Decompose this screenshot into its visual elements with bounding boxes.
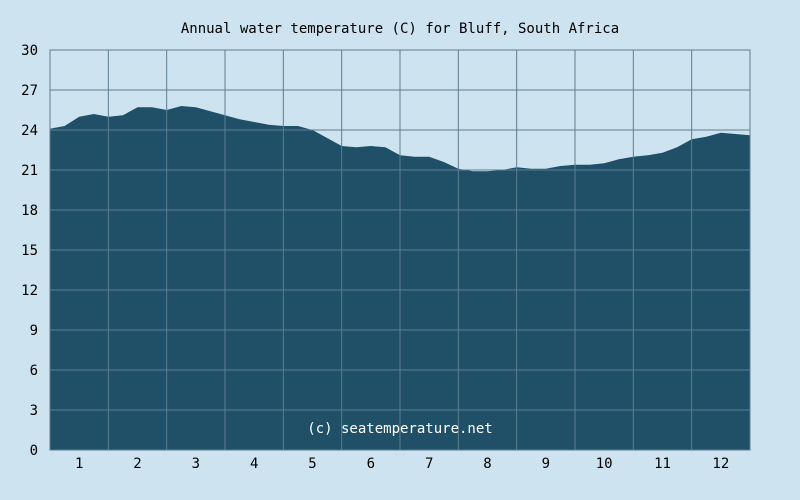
x-tick-label: 7 <box>425 456 433 472</box>
chart-title: Annual water temperature (C) for Bluff, … <box>181 21 619 37</box>
x-axis-ticks: 1 2 3 4 5 6 7 8 9 10 11 12 <box>75 456 729 472</box>
x-tick-label: 10 <box>596 456 613 472</box>
y-tick-label: 12 <box>21 283 38 299</box>
x-tick-label: 6 <box>367 456 375 472</box>
plot-frame <box>49 49 751 451</box>
x-tick-label: 3 <box>192 456 200 472</box>
y-tick-label: 27 <box>21 83 38 99</box>
y-tick-label: 21 <box>21 163 38 179</box>
x-tick-label: 9 <box>542 456 550 472</box>
y-tick-label: 6 <box>30 363 38 379</box>
x-tick-label: 5 <box>308 456 316 472</box>
x-tick-label: 8 <box>483 456 491 472</box>
y-tick-label: 9 <box>30 323 38 339</box>
x-tick-label: 12 <box>712 456 729 472</box>
x-tick-label: 4 <box>250 456 258 472</box>
y-tick-label: 18 <box>21 203 38 219</box>
y-axis-ticks: 0 3 6 9 12 15 18 21 24 27 30 <box>21 43 38 459</box>
y-tick-label: 3 <box>30 403 38 419</box>
y-tick-label: 30 <box>21 43 38 59</box>
y-tick-label: 24 <box>21 123 38 139</box>
x-tick-label: 11 <box>654 456 671 472</box>
watermark-text: (c) seatemperature.net <box>307 421 492 437</box>
x-tick-label: 1 <box>75 456 83 472</box>
x-tick-label: 2 <box>133 456 141 472</box>
y-tick-label: 0 <box>30 443 38 459</box>
y-tick-label: 15 <box>21 243 38 259</box>
